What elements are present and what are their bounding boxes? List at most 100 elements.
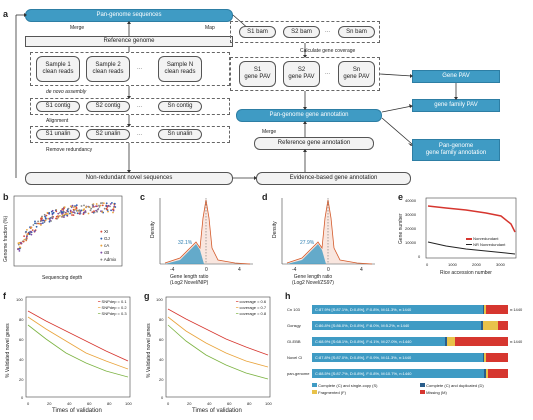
scatter-point — [105, 208, 108, 211]
h-bar-label: C:68.9% [S:68.1%, D:0.8%], F:4.1%, M:27.… — [315, 339, 412, 344]
e-legend: Nonredundant NR Nonredundant — [466, 236, 505, 248]
panel-label-f: f — [3, 291, 6, 301]
s1-bam-box: S1 bam — [239, 26, 276, 38]
e-ytick-4: 0 — [418, 254, 421, 259]
e-xtick-1: 1000 — [448, 262, 457, 267]
s1-pav-box: S1 gene PAV — [239, 61, 276, 87]
panel-label-h: h — [285, 291, 291, 301]
scatter-point — [22, 240, 25, 243]
scatter-point — [60, 210, 62, 212]
scatter-point — [50, 216, 53, 219]
de-novo-assembly-label: de novo assembly — [46, 89, 87, 95]
scatter-point — [44, 219, 47, 222]
scatter-point — [37, 220, 39, 223]
scatter-point — [73, 211, 75, 214]
scatter-point — [98, 206, 101, 208]
f-ytick-1: 80 — [19, 317, 24, 322]
scatter-point — [41, 215, 43, 218]
scatter-point — [48, 217, 51, 220]
scatter-point — [103, 207, 106, 210]
scatter-point — [35, 225, 38, 228]
c-xtick-1: 0 — [205, 267, 208, 273]
e-xlabel: Rice accession number — [440, 270, 492, 276]
scatter-point — [98, 204, 100, 207]
scatter-point — [55, 210, 58, 213]
h-bar-row — [312, 369, 508, 378]
alignment-label: Alignment — [46, 118, 69, 124]
scatter-point — [71, 214, 73, 216]
scatter-point — [48, 220, 51, 223]
scatter-point — [61, 213, 63, 215]
h-category-label: Novel CI — [287, 355, 303, 360]
scatter-point — [80, 209, 83, 212]
scatter-point — [46, 212, 49, 214]
scatter-point — [95, 205, 97, 208]
h-bar-segment — [484, 369, 487, 378]
scatter-point — [93, 210, 95, 213]
scatter-point — [105, 202, 108, 205]
pan-genome-annotation-box: Pan-genome gene annotation — [236, 109, 382, 122]
calc-coverage-label: Calculate gene coverage — [300, 48, 356, 54]
merge-bottom-label: Merge — [262, 129, 277, 135]
c-annotation: 32.1% — [178, 240, 193, 246]
scatter-point — [95, 203, 98, 205]
b-legend-3: cB — [103, 250, 110, 255]
evidence-annotation-box: Evidence-based gene annotation — [256, 172, 411, 185]
scatter-point — [63, 206, 66, 208]
sn-bam-box: Sn bam — [338, 26, 375, 38]
scatter-point — [112, 208, 114, 211]
d-xtick-1: 0 — [327, 267, 330, 273]
h-bar-row — [312, 337, 508, 346]
h-bar-row — [312, 353, 508, 362]
h-bar-segment — [486, 353, 508, 362]
scatter-point — [23, 235, 25, 238]
h-bar-segment — [445, 337, 448, 346]
panel-label-c: c — [140, 192, 146, 202]
h-legend-0: Complete (C) and single-copy (S) — [318, 383, 378, 388]
scatter-point — [30, 226, 33, 229]
scatter-point — [17, 248, 19, 251]
scatter-point — [41, 222, 44, 224]
s1-contig-box: S1 contig — [36, 101, 80, 112]
h-legend: Complete (C) and single-copy (S) Complet… — [312, 382, 522, 396]
scatter-point — [73, 206, 75, 208]
chart-c-density — [159, 198, 253, 265]
scatter-point — [91, 206, 94, 208]
sn-pav-box: Sn gene PAV — [338, 61, 375, 87]
h-bar-segment — [455, 337, 508, 346]
scatter-point — [43, 213, 46, 216]
chart-b-scatter — [13, 195, 123, 267]
scatter-point — [35, 222, 38, 225]
scatter-point — [66, 214, 68, 217]
h-bar-row — [312, 305, 508, 314]
scatter-point — [101, 202, 104, 204]
scatter-point — [42, 219, 45, 222]
e-legend-0: Nonredundant — [473, 236, 499, 241]
scatter-point — [55, 215, 58, 218]
scatter-point — [83, 211, 85, 214]
scatter-point — [85, 205, 88, 208]
g-ylabel: % Validated novel genes — [146, 323, 152, 378]
g-xtick-5: 100 — [265, 401, 272, 406]
contigs-group — [30, 98, 230, 115]
scatter-point — [33, 230, 36, 233]
f-ytick-0: 100 — [16, 297, 23, 302]
scatter-point — [72, 208, 75, 211]
panel-label-d: d — [262, 192, 268, 202]
scatter-point — [32, 224, 35, 226]
scatter-point — [107, 204, 110, 207]
map-label: Map — [205, 25, 215, 31]
d-annotation: 27.9% — [300, 240, 315, 246]
scatter-point — [75, 204, 78, 207]
scatter-point — [89, 209, 92, 212]
scatter-point — [83, 204, 85, 207]
scatter-point — [23, 238, 26, 241]
scatter-point — [74, 205, 76, 207]
g-legend-2: coverage = 0.8 — [239, 311, 267, 316]
scatter-point — [47, 217, 49, 220]
e-xtick-2: 2000 — [472, 262, 481, 267]
g-xtick-0: 0 — [167, 401, 170, 406]
scatter-point — [63, 213, 66, 216]
b-xlabel: Sequencing depth — [42, 275, 83, 281]
scatter-point — [17, 242, 20, 245]
